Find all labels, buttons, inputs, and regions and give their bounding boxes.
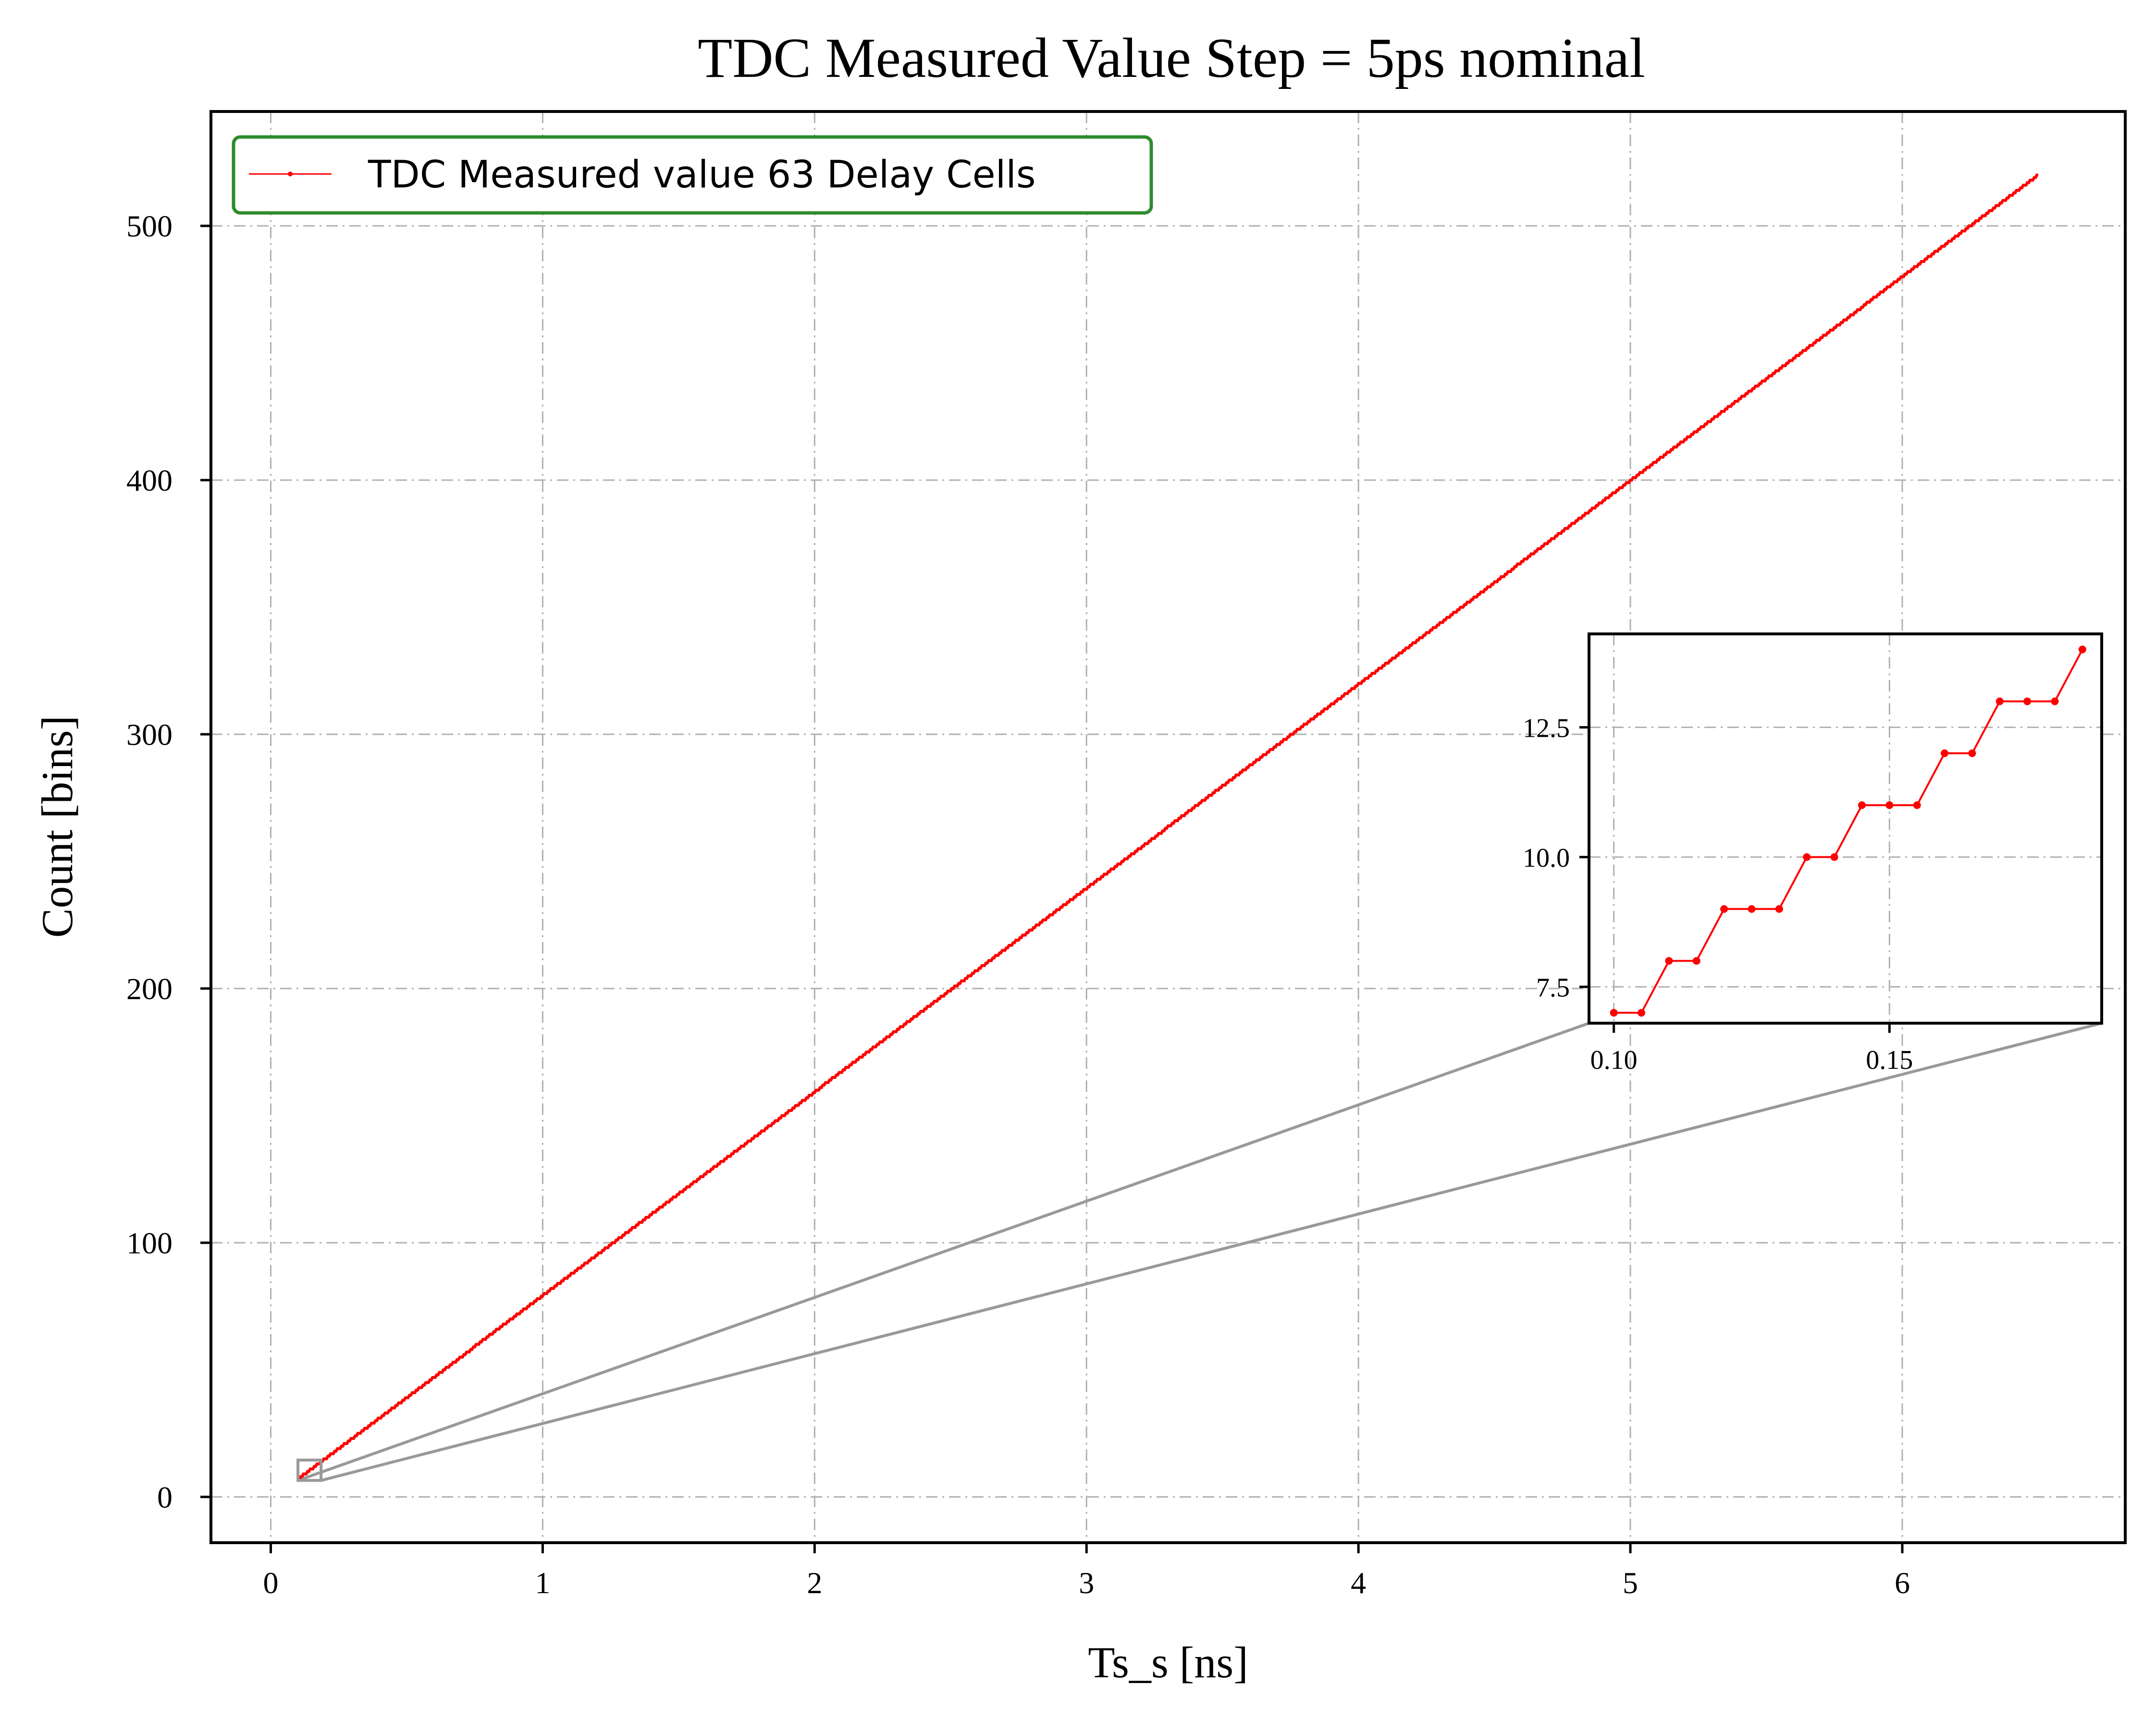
inset-data-point xyxy=(2023,697,2032,706)
inset-series xyxy=(1610,645,2086,1017)
y-tick-label: 100 xyxy=(126,1226,172,1260)
x-tick-label: 4 xyxy=(1351,1566,1366,1600)
inset-data-point xyxy=(1775,905,1783,913)
legend-marker-swatch xyxy=(288,172,293,176)
inset-data-point xyxy=(1637,1009,1645,1017)
inset-x-tick-label: 0.15 xyxy=(1866,1045,1913,1075)
x-tick-label: 5 xyxy=(1623,1566,1638,1600)
chart-title: TDC Measured Value Step = 5ps nominal xyxy=(698,26,1645,89)
x-tick-label: 0 xyxy=(263,1566,279,1600)
inset-data-point xyxy=(1803,853,1811,861)
legend-label: TDC Measured value 63 Delay Cells xyxy=(368,153,1036,197)
inset-data-point xyxy=(2051,697,2059,706)
legend-box xyxy=(232,135,1153,215)
y-tick-label: 0 xyxy=(157,1480,172,1514)
inset-data-point xyxy=(2078,645,2086,654)
inset-data-point xyxy=(1858,801,1866,809)
inset-background xyxy=(1589,634,2102,1023)
inset-y-tick-label: 10.0 xyxy=(1523,843,1570,873)
inset-x-tick-label: 0.10 xyxy=(1590,1045,1638,1075)
main-series xyxy=(298,173,2038,1481)
main-plot-frame xyxy=(209,110,2127,1544)
legend: TDC Measured value 63 Delay Cells xyxy=(232,135,1153,215)
y-axis-label: Count [bins] xyxy=(33,716,82,938)
inset-x-ticks: 0.10 0.15 xyxy=(1590,1023,1913,1075)
inset-data-point xyxy=(1748,905,1756,913)
x-tick-label: 6 xyxy=(1895,1566,1910,1600)
zoom-region-box xyxy=(296,1459,323,1482)
main-y-ticks: 0 100 200 300 400 500 xyxy=(126,209,211,1514)
zoom-connector-right xyxy=(320,1022,2102,1482)
inset-data-point xyxy=(1941,749,1949,757)
inset-data-point xyxy=(1665,957,1673,965)
inset-frame xyxy=(1588,632,2103,1025)
inset-y-tick-label: 12.5 xyxy=(1523,713,1570,743)
y-tick-label: 500 xyxy=(126,209,172,243)
x-tick-label: 3 xyxy=(1079,1566,1094,1600)
y-tick-label: 300 xyxy=(126,718,172,752)
inset-data-point xyxy=(1913,801,1921,809)
inset-y-ticks: 7.5 10.0 12.5 xyxy=(1523,713,1589,1003)
main-x-ticks: 0 1 2 3 4 5 6 xyxy=(263,1543,1910,1600)
y-tick-label: 200 xyxy=(126,972,172,1006)
inset-data-point xyxy=(1885,801,1894,809)
zoom-connector-lines xyxy=(297,1022,2102,1482)
zoom-connector-left xyxy=(297,1022,1590,1482)
inset-data-point xyxy=(1692,957,1700,965)
inset-data-point xyxy=(1610,1009,1618,1017)
x-axis-label: Ts_s [ns] xyxy=(1088,1638,1248,1687)
x-tick-label: 1 xyxy=(535,1566,550,1600)
main-series-line xyxy=(298,173,2038,1481)
inset-grid xyxy=(1589,634,2102,1023)
inset-data-point xyxy=(1968,749,1976,757)
inset-data-point xyxy=(1830,853,1838,861)
inset-series-line xyxy=(1614,649,2083,1014)
inset-data-point xyxy=(1720,905,1728,913)
y-tick-label: 400 xyxy=(126,463,172,497)
inset-data-point xyxy=(1996,697,2004,706)
x-tick-label: 2 xyxy=(807,1566,822,1600)
inset-y-tick-label: 7.5 xyxy=(1536,973,1570,1003)
